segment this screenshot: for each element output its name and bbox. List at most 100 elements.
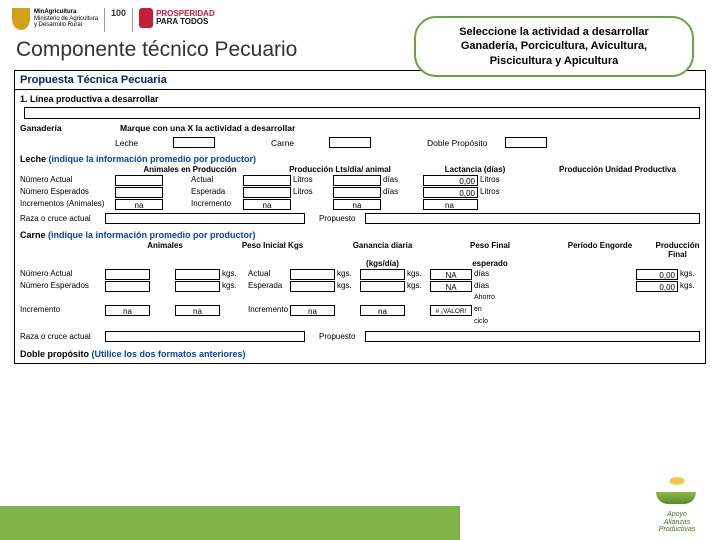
v: na bbox=[175, 305, 220, 316]
u-dias: días bbox=[381, 186, 411, 198]
u-litros: Litros bbox=[291, 174, 321, 186]
col-pf-2: esperado bbox=[435, 259, 545, 268]
input[interactable] bbox=[243, 187, 291, 198]
input[interactable] bbox=[243, 175, 291, 186]
linea-label: 1. Línea productiva a desarrollar bbox=[15, 90, 705, 106]
v: NA bbox=[430, 281, 472, 292]
ganaderia-row: Ganadería Marque con una X la actividad … bbox=[15, 120, 705, 136]
bubble-l1: Seleccione la actividad a desarrollar bbox=[426, 25, 682, 39]
input[interactable] bbox=[115, 175, 163, 186]
doble-heading: Doble propósito (Utilice los dos formato… bbox=[15, 345, 705, 363]
input[interactable] bbox=[105, 269, 150, 280]
na-val: na bbox=[333, 199, 381, 210]
separator bbox=[104, 8, 105, 32]
alianzas-logo: Apoyo Alianzas Productivas bbox=[656, 472, 698, 534]
input[interactable] bbox=[333, 175, 381, 186]
v: 0,00 bbox=[636, 269, 678, 280]
esp-l: Esperada bbox=[185, 186, 243, 198]
leche-heading: Leche (indique la información promedio p… bbox=[15, 151, 705, 165]
prosperidad-logo: PROSPERIDAD PARA TODOS bbox=[139, 8, 215, 28]
carne-box[interactable] bbox=[329, 137, 371, 148]
u: kgs. bbox=[220, 280, 245, 292]
v: na bbox=[290, 305, 335, 316]
na-val: na bbox=[423, 199, 478, 210]
prop-input[interactable] bbox=[365, 331, 700, 342]
input[interactable] bbox=[360, 269, 405, 280]
l: Incremento bbox=[245, 304, 290, 316]
prop-l: Propuesto bbox=[305, 332, 365, 341]
carne-cols: Animales Peso Inicial Kgs Ganancia diari… bbox=[15, 241, 705, 259]
linea-row bbox=[15, 106, 705, 120]
input[interactable] bbox=[290, 269, 335, 280]
doble-label: Doble Propósito bbox=[427, 138, 497, 148]
col-produ: Producción Unidad Productiva bbox=[535, 165, 700, 174]
u: kgs. bbox=[220, 268, 245, 280]
ministry-logo: MinAgricultura Ministerio de Agricultura… bbox=[12, 8, 98, 30]
col-pf: Peso Final bbox=[470, 241, 510, 250]
u-litros: Litros bbox=[478, 174, 500, 186]
leche-box[interactable] bbox=[173, 137, 215, 148]
form-container: Propuesta Técnica Pecuaria 1. Línea prod… bbox=[14, 70, 706, 364]
hint-bubble: Seleccione la actividad a desarrollar Ga… bbox=[414, 16, 694, 77]
raza-input[interactable] bbox=[105, 331, 305, 342]
input[interactable] bbox=[105, 281, 150, 292]
u: kgs. bbox=[678, 268, 700, 280]
v: na bbox=[105, 305, 150, 316]
v: # ¡VALOR! bbox=[430, 305, 472, 316]
ministry-text: MinAgricultura Ministerio de Agricultura… bbox=[34, 9, 98, 29]
leche-note: (indique la información promedio por pro… bbox=[49, 154, 257, 164]
leche-cols: Animales en Producción Producción Lts/dí… bbox=[15, 165, 705, 174]
l: Número Esperados bbox=[20, 280, 105, 292]
leche-row3: Incrementos (Animales) na Incremento na … bbox=[15, 198, 705, 210]
u: kgs. bbox=[405, 268, 430, 280]
val: 0,00 bbox=[423, 175, 478, 186]
carne-r2: Número Esperados kgs. Esperada kgs. kgs.… bbox=[15, 280, 705, 292]
ft-l1: Apoyo bbox=[656, 511, 698, 519]
prop-input[interactable] bbox=[365, 213, 700, 224]
doble-box[interactable] bbox=[505, 137, 547, 148]
col-anim2: Animales bbox=[115, 241, 215, 259]
alianzas-icon bbox=[656, 472, 698, 510]
bubble-l2: Ganadería, Porcicultura, Avicultura, bbox=[426, 39, 682, 53]
ganaderia-label: Ganadería bbox=[20, 123, 100, 133]
footer-bar bbox=[0, 506, 460, 540]
carne-label: Carne bbox=[271, 138, 321, 148]
input[interactable] bbox=[175, 281, 220, 292]
u: kgs. bbox=[335, 280, 360, 292]
alianzas-text: Apoyo Alianzas Productivas bbox=[656, 511, 698, 534]
ministry-sub2: y Desarrollo Rural bbox=[34, 22, 98, 29]
col-prod: Producción Lts/día/ animal bbox=[265, 165, 415, 174]
input[interactable] bbox=[175, 269, 220, 280]
raza-l: Raza o cruce actual bbox=[20, 214, 105, 223]
input[interactable] bbox=[360, 281, 405, 292]
raza-input[interactable] bbox=[105, 213, 305, 224]
l: Actual bbox=[245, 268, 290, 280]
input[interactable] bbox=[115, 187, 163, 198]
col-per: Período Engorde bbox=[545, 241, 655, 259]
incr-l2: Incremento bbox=[185, 198, 243, 210]
leche-label: Leche bbox=[115, 138, 165, 148]
actual-l: Actual bbox=[185, 174, 243, 186]
num-actual: Número Actual bbox=[20, 174, 115, 186]
doble-note: (Utilice los dos formatos anteriores) bbox=[92, 349, 246, 359]
u: kgs. bbox=[678, 280, 700, 292]
raza-l: Raza o cruce actual bbox=[20, 332, 105, 341]
col-animales: Animales en Producción bbox=[115, 165, 265, 174]
carne-note: (indique la información promedio por pro… bbox=[48, 230, 256, 240]
col-gan2: (kgs/día) bbox=[330, 259, 435, 268]
prosperidad-l2: PARA TODOS bbox=[156, 18, 215, 26]
input[interactable] bbox=[290, 281, 335, 292]
u-litros: Litros bbox=[478, 186, 500, 198]
ft-l3: Productivas bbox=[656, 526, 698, 534]
incr-l: Incrementos (Animales) bbox=[20, 198, 115, 210]
carne-r3: Incremento na na Incremento na na # ¡VAL… bbox=[15, 292, 705, 328]
doble-h: Doble propósito bbox=[20, 349, 89, 359]
u-dias: días bbox=[381, 174, 411, 186]
leche-row1: Número Actual Actual Litros días 0,00Lit… bbox=[15, 174, 705, 186]
linea-input[interactable] bbox=[24, 107, 700, 119]
v: na bbox=[360, 305, 405, 316]
leche-h: Leche bbox=[20, 154, 46, 164]
raza-row1: Raza o cruce actual Propuesto bbox=[15, 210, 705, 227]
u: kgs. bbox=[335, 268, 360, 280]
input[interactable] bbox=[333, 187, 381, 198]
